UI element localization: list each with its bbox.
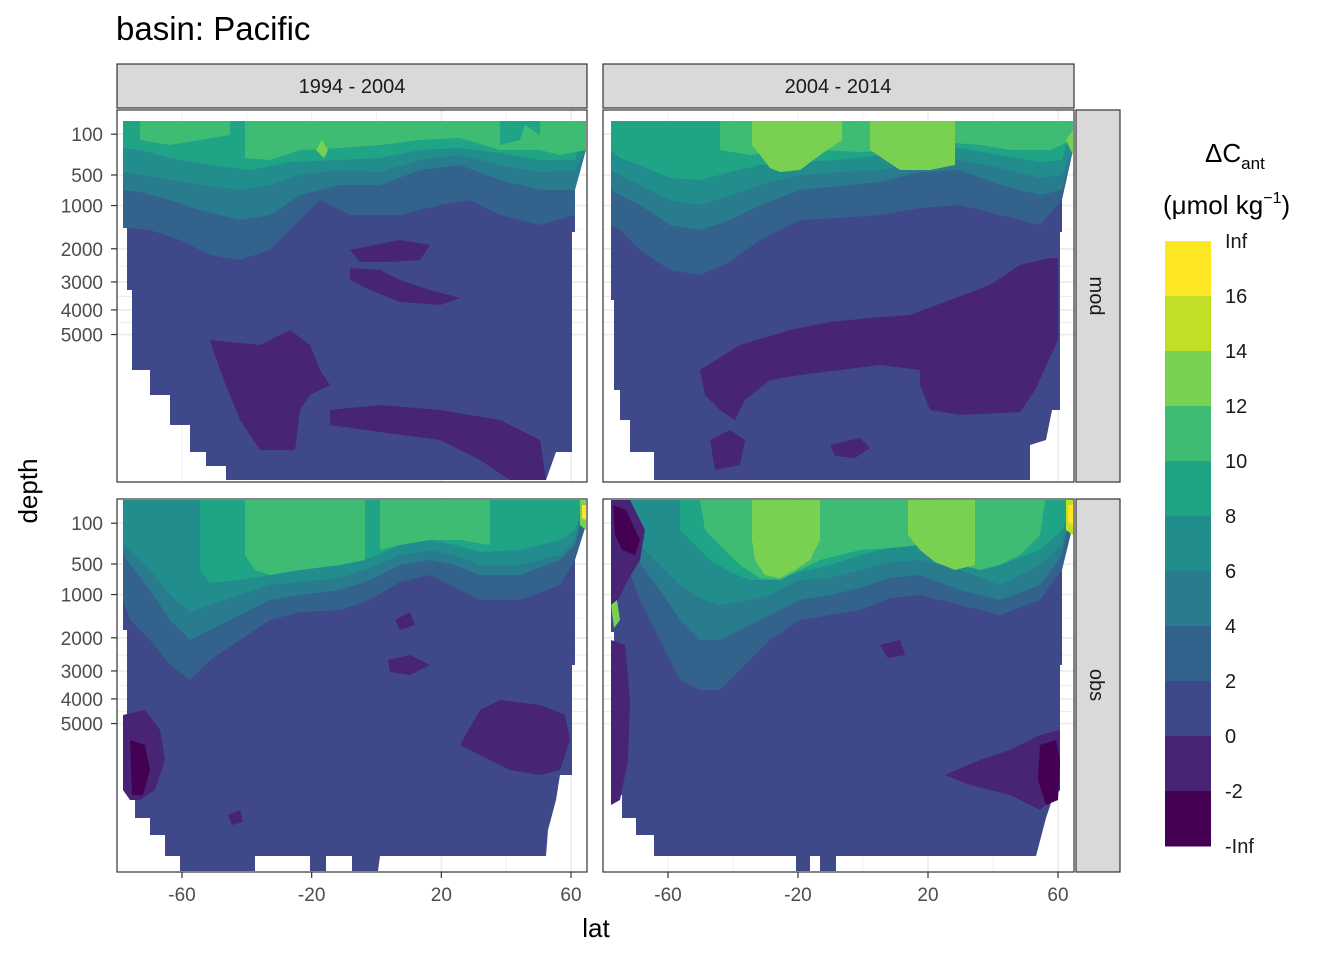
facet-label-col-1: 1994 - 2004 bbox=[299, 76, 406, 98]
y-tick-label: 1000 bbox=[61, 586, 103, 607]
legend-swatch bbox=[1165, 296, 1211, 352]
legend-break-label: 16 bbox=[1225, 286, 1247, 308]
facet-label-row-2: obs bbox=[1085, 669, 1107, 701]
facet-strip-col-2: 2004 - 2014 bbox=[602, 63, 1075, 109]
legend-swatch bbox=[1165, 736, 1211, 792]
facet-strip-col-1: 1994 - 2004 bbox=[116, 63, 588, 109]
x-tick-label: 60 bbox=[1047, 885, 1068, 906]
y-tick-label: 100 bbox=[71, 514, 103, 535]
y-tick-label: 3000 bbox=[61, 273, 103, 294]
legend-break-label: -Inf bbox=[1225, 836, 1254, 858]
x-tick-label: -20 bbox=[298, 885, 325, 906]
legend-colorbar: Inf 16 14 12 10 8 6 4 2 0 -2 -Inf bbox=[1165, 231, 1254, 858]
facet-label-row-1: mod bbox=[1085, 277, 1107, 316]
chart-title: basin: Pacific bbox=[116, 10, 310, 47]
facet-strip-row-2: obs bbox=[1075, 498, 1121, 873]
legend-break-label: 0 bbox=[1225, 726, 1236, 748]
legend-break-label: 6 bbox=[1225, 561, 1236, 583]
legend-break-label: 8 bbox=[1225, 506, 1236, 528]
legend-break-label: 4 bbox=[1225, 616, 1236, 638]
y-axis-top: 100 500 1000 2000 3000 4000 5000 bbox=[61, 125, 117, 347]
x-tick-label: -60 bbox=[654, 885, 681, 906]
legend-break-label: -2 bbox=[1225, 781, 1243, 803]
legend-break-label: Inf bbox=[1225, 231, 1248, 253]
y-tick-label: 2000 bbox=[61, 240, 103, 261]
legend-title-sub: ant bbox=[1241, 154, 1265, 173]
legend-swatch bbox=[1165, 461, 1211, 517]
legend-swatch bbox=[1165, 351, 1211, 407]
legend-swatch bbox=[1165, 406, 1211, 462]
panel-obs-2004-2014 bbox=[602, 498, 1075, 873]
y-tick-label: 5000 bbox=[61, 715, 103, 736]
x-tick-label: -20 bbox=[784, 885, 811, 906]
legend-swatch bbox=[1165, 626, 1211, 682]
legend-unit-open: (μmol kg bbox=[1163, 190, 1263, 220]
x-tick-label: -60 bbox=[168, 885, 195, 906]
legend-swatch bbox=[1165, 791, 1211, 847]
contour-fill bbox=[611, 500, 1073, 871]
y-tick-label: 100 bbox=[71, 125, 103, 146]
legend-unit: (μmol kg−1) bbox=[1163, 190, 1290, 220]
legend-break-label: 12 bbox=[1225, 396, 1247, 418]
contour-fill bbox=[123, 500, 586, 871]
y-tick-label: 5000 bbox=[61, 326, 103, 347]
y-tick-label: 4000 bbox=[61, 301, 103, 322]
x-tick-label: 20 bbox=[431, 885, 452, 906]
legend-unit-close: ) bbox=[1281, 190, 1290, 220]
panel-mod-1994-2004 bbox=[116, 109, 588, 483]
y-axis-bottom: 100 500 1000 2000 3000 4000 5000 bbox=[61, 514, 117, 736]
panel-mod-2004-2014 bbox=[602, 109, 1075, 483]
legend-title-main: ΔC bbox=[1205, 138, 1241, 168]
contour-fill bbox=[123, 121, 586, 480]
x-axis-title: lat bbox=[582, 913, 610, 943]
y-axis-title: depth bbox=[13, 458, 43, 523]
panel-obs-1994-2004 bbox=[116, 498, 588, 873]
legend: ΔCant (μmol kg−1) Inf 16 14 12 10 8 6 4 2 0 -2 -Inf bbox=[1163, 138, 1290, 858]
legend-swatch bbox=[1165, 681, 1211, 737]
y-tick-label: 4000 bbox=[61, 690, 103, 711]
contour-fill bbox=[611, 121, 1073, 480]
legend-break-label: 2 bbox=[1225, 671, 1236, 693]
x-axis-left: -60 -20 20 60 bbox=[168, 872, 582, 906]
y-tick-label: 500 bbox=[71, 555, 103, 576]
x-axis-right: -60 -20 20 60 bbox=[654, 872, 1069, 906]
legend-swatch bbox=[1165, 241, 1211, 297]
facet-label-col-2: 2004 - 2014 bbox=[785, 76, 892, 98]
facet-strip-row-1: mod bbox=[1075, 109, 1121, 483]
y-tick-label: 2000 bbox=[61, 629, 103, 650]
x-tick-label: 60 bbox=[560, 885, 581, 906]
y-tick-label: 1000 bbox=[61, 197, 103, 218]
y-tick-label: 500 bbox=[71, 166, 103, 187]
x-tick-label: 20 bbox=[917, 885, 938, 906]
legend-unit-sup: −1 bbox=[1263, 190, 1281, 207]
legend-swatch bbox=[1165, 571, 1211, 627]
legend-break-label: 10 bbox=[1225, 451, 1247, 473]
y-tick-label: 3000 bbox=[61, 662, 103, 683]
legend-break-label: 14 bbox=[1225, 341, 1247, 363]
legend-swatch bbox=[1165, 516, 1211, 572]
legend-title: ΔCant bbox=[1205, 138, 1265, 173]
